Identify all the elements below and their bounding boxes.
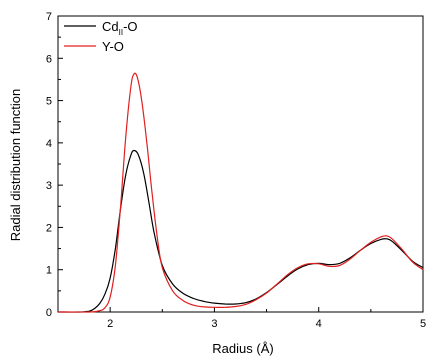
legend-label-0: CdII-O (102, 19, 138, 37)
y-tick-label: 4 (46, 138, 52, 150)
y-tick-label: 2 (46, 222, 52, 234)
y-tick-label: 0 (46, 307, 52, 319)
series-line-1 (57, 72, 424, 313)
series-line-0 (57, 149, 424, 313)
x-tick-label: 4 (316, 318, 322, 330)
y-tick-label: 5 (46, 96, 52, 108)
legend: CdII-O Y-O (64, 19, 138, 54)
plot-lines (57, 72, 424, 313)
x-axis-title: Radius (Å) (212, 341, 273, 356)
y-axis-title: Radial distribution function (8, 89, 23, 241)
x-tick-label: 3 (211, 318, 217, 330)
y-tick-label: 6 (46, 53, 52, 65)
x-tick-label: 2 (107, 318, 113, 330)
axes: 2 3 4 5 0 1 2 3 4 5 6 7 (46, 11, 426, 330)
y-tick-label: 1 (46, 265, 52, 277)
legend-label-1: Y-O (102, 39, 124, 54)
y-tick-label: 7 (46, 11, 52, 23)
y-tick-label: 3 (46, 180, 52, 192)
x-tick-label: 5 (420, 318, 426, 330)
